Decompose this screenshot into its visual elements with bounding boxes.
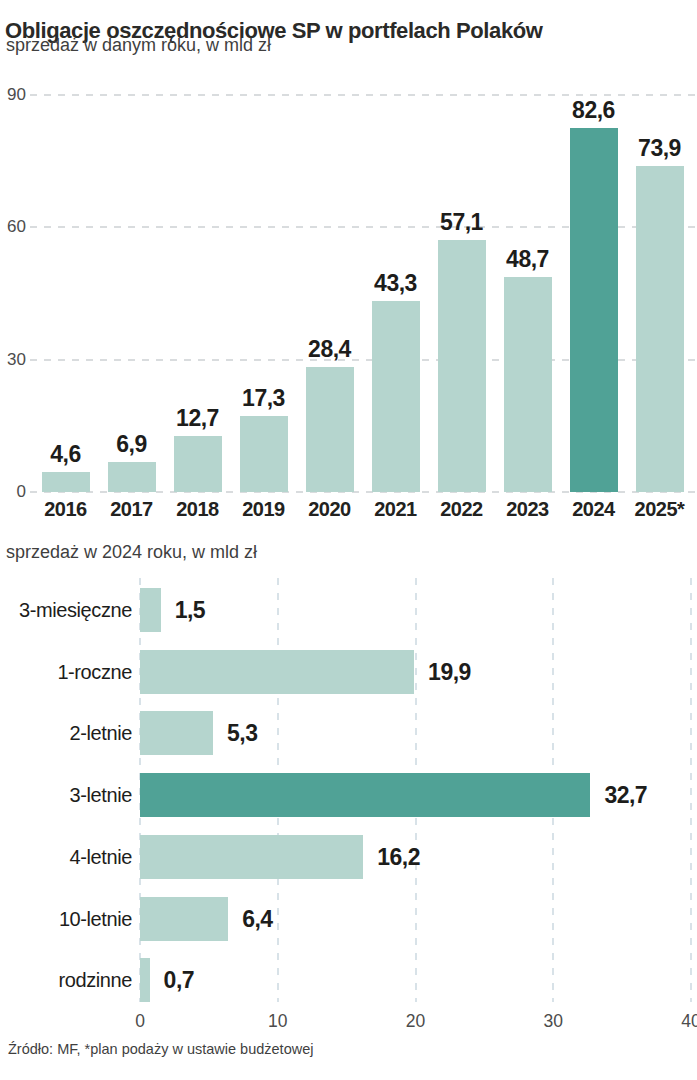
- x-axis-label-2021: 2021: [358, 497, 434, 521]
- bar-2018: [174, 436, 222, 492]
- bar-2024: [570, 128, 618, 492]
- x-axis-label-2024: 2024: [556, 497, 632, 521]
- bar-2017: [108, 462, 156, 492]
- bar-rodzinne: [140, 958, 150, 1002]
- bar-value-2020: 28,4: [285, 336, 375, 363]
- bar-2023: [504, 277, 552, 492]
- bar-value-1-roczne: 19,9: [428, 650, 471, 694]
- infographic-savings-bonds: Obligacje oszczędnościowe SP w portfelac…: [0, 0, 697, 1080]
- y-axis-tick-0: 0: [0, 481, 26, 503]
- bar-2-letnie: [140, 711, 213, 755]
- chart1-subtitle: sprzedaż w danym roku, w mld zł: [6, 35, 606, 56]
- y-axis-tick-60: 60: [0, 216, 26, 238]
- bar-value-2025*: 73,9: [615, 135, 697, 162]
- bar-value-2022: 57,1: [417, 209, 507, 236]
- x-axis-tick-30: 30: [523, 1010, 583, 1032]
- bar-2020: [306, 367, 354, 492]
- bar-value-2024: 82,6: [549, 97, 639, 124]
- bar-value-2023: 48,7: [483, 246, 573, 273]
- bar-2019: [240, 416, 288, 492]
- x-axis-label-2018: 2018: [160, 497, 236, 521]
- chart2-subtitle: sprzedaż w 2024 roku, w mld zł: [6, 542, 606, 563]
- bar-value-2021: 43,3: [351, 270, 441, 297]
- y-axis-tick-90: 90: [0, 84, 26, 106]
- x-axis-tick-40: 40: [661, 1010, 697, 1032]
- row-label-1-roczne: 1-roczne: [0, 650, 132, 694]
- bar-4-letnie: [140, 835, 363, 879]
- x-axis-tick-10: 10: [248, 1010, 308, 1032]
- row-label-rodzinne: rodzinne: [0, 958, 132, 1002]
- bar-2025*: [636, 166, 684, 492]
- bar-2016: [42, 472, 90, 492]
- row-label-2-letnie: 2-letnie: [0, 711, 132, 755]
- bar-value-2019: 17,3: [219, 385, 309, 412]
- x-axis-label-2022: 2022: [424, 497, 500, 521]
- source-note: Źródło: MF, *plan podaży w ustawie budże…: [8, 1041, 608, 1057]
- gridline-x-40: [690, 578, 692, 1002]
- y-axis-tick-30: 30: [0, 349, 26, 371]
- bar-10-letnie: [140, 897, 228, 941]
- bar-1-roczne: [140, 650, 414, 694]
- x-axis-label-2019: 2019: [226, 497, 302, 521]
- row-label-3-miesięczne: 3-miesięczne: [0, 588, 132, 632]
- bar-2022: [438, 240, 486, 492]
- x-axis-label-2017: 2017: [94, 497, 170, 521]
- x-axis-label-2025*: 2025*: [622, 497, 697, 521]
- bar-3-letnie: [140, 773, 590, 817]
- sales-2024-horizontal-bar-chart: 0 10 20 30 40 3-miesięczne 1,5 1-roczne 19,9 2-le…: [0, 570, 697, 1035]
- bar-value-3-letnie: 32,7: [604, 773, 647, 817]
- annual-sales-bar-chart: 03060904,620166,9201712,7201817,3201928,…: [0, 80, 697, 530]
- bar-3-miesięczne: [140, 588, 161, 632]
- bar-2021: [372, 301, 420, 492]
- row-label-3-letnie: 3-letnie: [0, 773, 132, 817]
- x-axis-label-2023: 2023: [490, 497, 566, 521]
- bar-value-3-miesięczne: 1,5: [175, 588, 205, 632]
- bar-value-4-letnie: 16,2: [377, 835, 420, 879]
- x-axis-tick-20: 20: [386, 1010, 446, 1032]
- x-axis-label-2016: 2016: [28, 497, 104, 521]
- row-label-10-letnie: 10-letnie: [0, 897, 132, 941]
- row-label-4-letnie: 4-letnie: [0, 835, 132, 879]
- x-axis-tick-0: 0: [110, 1010, 170, 1032]
- x-axis-label-2020: 2020: [292, 497, 368, 521]
- bar-value-rodzinne: 0,7: [164, 958, 194, 1002]
- bar-value-2017: 6,9: [87, 431, 177, 458]
- bar-value-10-letnie: 6,4: [242, 897, 272, 941]
- bar-value-2-letnie: 5,3: [227, 711, 257, 755]
